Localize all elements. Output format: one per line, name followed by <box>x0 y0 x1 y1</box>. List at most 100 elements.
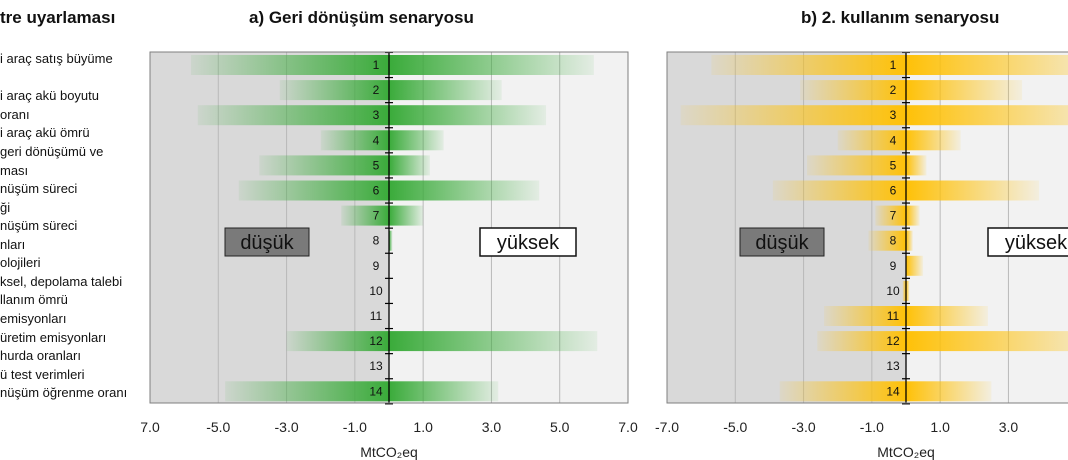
parameter-label: i araç satış büyüme <box>0 51 113 66</box>
bar-high-segment <box>906 280 910 301</box>
category-label: 2 <box>890 83 897 97</box>
category-label: 11 <box>887 309 900 323</box>
bar-8 <box>389 230 393 251</box>
x-tick-label: -1.0 <box>860 419 884 435</box>
bar-low-segment <box>341 205 389 226</box>
category-label: 2 <box>373 83 380 97</box>
bar-8 <box>868 230 913 251</box>
x-tick-label: -5.0 <box>723 419 747 435</box>
parameter-label: olojileri <box>0 255 41 270</box>
category-label: 5 <box>890 158 897 172</box>
bar-9 <box>906 255 924 276</box>
parameter-label: i araç akü ömrü <box>0 125 90 140</box>
bar-high-segment <box>905 205 920 226</box>
parameter-label: üretim emisyonları <box>0 330 107 345</box>
category-label: 10 <box>886 284 900 298</box>
category-label: 5 <box>373 158 380 172</box>
category-label: 14 <box>886 384 900 398</box>
parameter-label: llanım ömrü <box>0 292 68 307</box>
category-label: 6 <box>890 184 897 198</box>
bar-high-segment <box>389 381 499 402</box>
bar-high-segment <box>906 306 988 326</box>
partial-title: tre uyarlaması <box>0 8 116 27</box>
category-label: 13 <box>886 359 900 373</box>
bar-low-segment <box>711 55 906 75</box>
low-label-box <box>224 227 310 257</box>
category-label: 3 <box>890 108 897 122</box>
category-label: 11 <box>370 309 383 323</box>
low-label: düşük <box>240 232 294 254</box>
bar-14 <box>225 381 499 402</box>
category-label: 4 <box>373 133 380 147</box>
bar-low-segment <box>772 180 906 201</box>
bar-low-segment <box>837 130 906 151</box>
x-axis-label: MtCO₂eq <box>360 444 418 460</box>
parameter-label: nüşüm süreci <box>0 181 78 196</box>
low-label: düşük <box>755 232 809 254</box>
panel-a-title: a) Geri dönüşüm senaryosu <box>249 8 474 27</box>
parameter-label: emisyonları <box>0 311 67 326</box>
bar-6 <box>238 180 540 201</box>
bar-high-segment <box>389 331 598 352</box>
category-label: 7 <box>890 209 897 223</box>
x-tick-label: -1.0 <box>343 419 367 435</box>
bar-12 <box>286 331 598 352</box>
x-tick-label: 3.0 <box>999 419 1019 435</box>
bar-2 <box>800 80 1023 101</box>
parameter-label: nları <box>0 237 26 252</box>
parameter-label: i araç akü boyutu <box>0 88 100 103</box>
bar-high-segment <box>906 80 1023 101</box>
bar-low-segment <box>806 155 906 176</box>
plot-frame <box>149 51 629 404</box>
x-tick-label: -3.0 <box>792 419 816 435</box>
bar-high-segment <box>906 230 913 251</box>
x-tick-label: 3.0 <box>482 419 502 435</box>
bar-low-segment <box>680 105 906 126</box>
parameter-label: ği <box>0 200 11 215</box>
category-label: 1 <box>890 58 897 72</box>
bar-high-segment <box>389 230 393 251</box>
bar-1 <box>711 55 1068 75</box>
category-label: 9 <box>890 259 897 273</box>
bar-high-segment <box>388 55 594 75</box>
bar-low-segment <box>868 230 906 251</box>
bar-high-segment <box>389 130 444 151</box>
bar-low-segment <box>190 55 389 75</box>
x-tick-label: 7.0 <box>618 419 638 435</box>
category-label: 6 <box>373 184 380 198</box>
parameter-label: hurda oranları <box>0 348 81 363</box>
category-label: 4 <box>890 133 897 147</box>
category-label: 10 <box>369 284 383 298</box>
x-tick-label: -3.0 <box>275 419 299 435</box>
bar-1 <box>190 55 594 75</box>
x-tick-label: -5.0 <box>206 419 230 435</box>
category-label: 8 <box>373 234 380 248</box>
high-label: yüksek <box>1005 232 1068 254</box>
bar-high-segment <box>906 381 992 402</box>
panel-b-title: b) 2. kullanım senaryosu <box>801 8 1000 27</box>
bar-low-segment <box>875 205 906 226</box>
bar-low-segment <box>197 105 389 126</box>
bar-high-segment <box>906 180 1040 201</box>
category-label: 13 <box>369 359 383 373</box>
bar-2 <box>279 80 502 101</box>
bar-11 <box>824 306 988 326</box>
low-label-box <box>739 227 825 257</box>
bar-3 <box>197 105 547 126</box>
category-label: 7 <box>373 209 380 223</box>
bar-high-segment <box>906 255 924 276</box>
bar-low-segment <box>817 331 906 352</box>
bar-low-segment <box>259 155 389 176</box>
bar-14 <box>779 381 992 402</box>
plot-frame <box>666 51 1068 404</box>
bar-low-segment <box>286 331 389 352</box>
parameter-label: ması <box>0 163 29 178</box>
bar-low-segment <box>902 280 906 301</box>
bar-high-segment <box>389 205 424 226</box>
parameter-label: ksel, depolama talebi <box>0 274 123 289</box>
bar-4 <box>837 130 961 151</box>
category-label: 9 <box>373 259 380 273</box>
x-tick-label: 1.0 <box>930 419 950 435</box>
